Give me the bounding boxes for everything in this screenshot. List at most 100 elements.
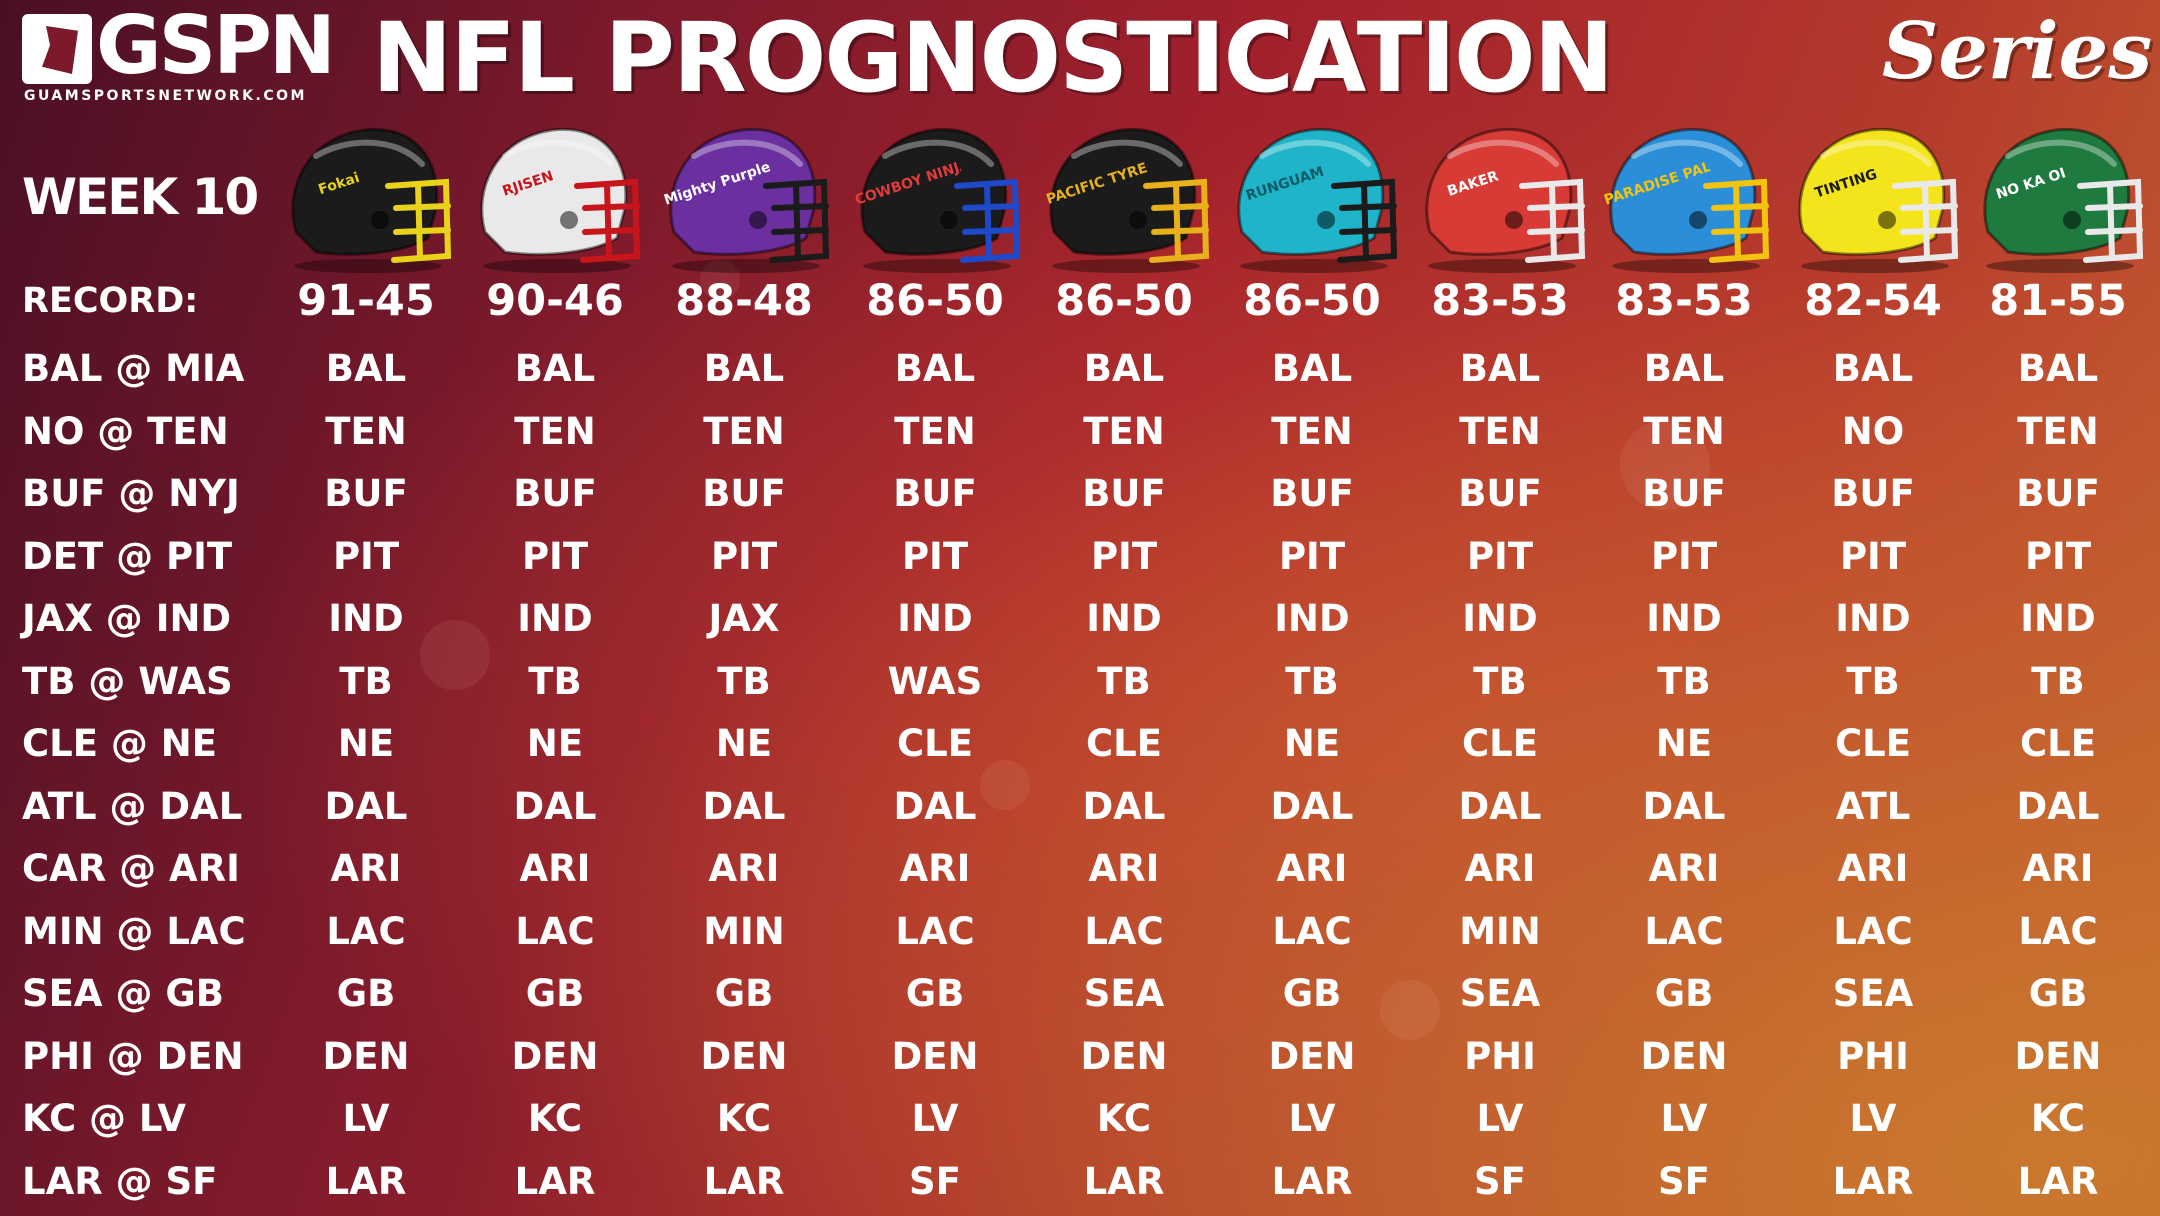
pick-cell: PIT [901,535,969,578]
pick-cell: LAC [895,910,975,953]
logo-text: GSPN [96,0,336,92]
guam-map-icon [22,14,92,84]
pick-cell: BUF [1831,472,1915,515]
matchup-label: CLE @ NE [22,722,218,765]
pick-cell: BAL [894,347,976,390]
pick-cell: TB [339,660,393,703]
pick-cell: BAL [514,347,596,390]
pick-cell: ARI [899,847,971,890]
pick-cell: KC [2030,1097,2086,1140]
pick-cell: PIT [521,535,589,578]
team-helmet-icon [1034,120,1214,276]
team-helmet-icon [1594,120,1774,276]
record-row: RECORD: 91-45 90-46 88-48 86-50 86-50 86-50 83-… [0,270,2160,332]
team-helmet-icon [1222,120,1402,276]
pick-cell: WAS [887,660,983,703]
matchup-label: CAR @ ARI [22,847,240,890]
week-label: WEEK 10 [22,168,259,226]
pick-cell: LAC [326,910,406,953]
pick-cell: BUF [324,472,408,515]
pick-cell: GB [2028,972,2088,1015]
pick-cell: IND [328,597,404,640]
header: GSPN GUAMSPORTSNETWORK.COM NFL PROGNOSTI… [0,0,2160,118]
game-row: NO @ TEN TEN TEN TEN TEN TEN TEN TEN TEN NO TEN [0,401,2160,463]
record-label: RECORD: [22,281,199,321]
pick-cell: PIT [1839,535,1907,578]
pick-cell: IND [1462,597,1538,640]
pick-cell: DAL [324,785,408,828]
pick-cell: SEA [1459,972,1541,1015]
pick-cell: PIT [2024,535,2092,578]
pick-cell: IND [1086,597,1162,640]
pick-cell: BUF [513,472,597,515]
page-title: NFL PROGNOSTICATION [372,2,1614,114]
pick-cell: ARI [1088,847,1160,890]
pick-cell: ATL [1835,785,1911,828]
pick-cell: NO [1841,410,1905,453]
pick-cell: DAL [1458,785,1542,828]
pick-cell: GB [1282,972,1342,1015]
pick-cell: TB [717,660,771,703]
pick-cell: NE [526,722,584,765]
pick-cell: IND [517,597,593,640]
pick-cell: BUF [1642,472,1726,515]
pick-cell: IND [1835,597,1911,640]
pick-cell: GB [525,972,585,1015]
pick-cell: LAC [2018,910,2098,953]
pick-cell: MIN [703,910,785,953]
game-row: DET @ PIT PIT PIT PIT PIT PIT PIT PIT PIT PIT PIT [0,526,2160,588]
record-value: 82-54 [1804,276,1942,326]
pick-cell: DEN [1080,1035,1168,1078]
pick-cell: LAC [515,910,595,953]
pick-cell: NE [1283,722,1341,765]
pick-cell: DAL [1082,785,1166,828]
pick-cell: DEN [322,1035,410,1078]
pick-cell: PIT [1650,535,1718,578]
pick-cell: TEN [514,410,596,453]
game-row: BUF @ NYJ BUF BUF BUF BUF BUF BUF BUF BUF BUF BUF [0,463,2160,525]
pick-cell: ARI [1837,847,1909,890]
pick-cell: BUF [1082,472,1166,515]
pick-cell: BAL [1083,347,1165,390]
pick-cell: BAL [1271,347,1353,390]
matchup-label: LAR @ SF [22,1160,218,1203]
pick-cell: DAL [1270,785,1354,828]
pick-cell: BAL [1643,347,1725,390]
pick-cell: DAL [1642,785,1726,828]
game-row: JAX @ IND IND IND JAX IND IND IND IND IND IND IND [0,588,2160,650]
pick-cell: SEA [1832,972,1914,1015]
pick-cell: TEN [1459,410,1541,453]
pick-cell: PIT [332,535,400,578]
game-row: LAR @ SF LAR LAR LAR SF LAR LAR SF SF LAR LAR [0,1151,2160,1213]
pick-cell: JAX [708,597,780,640]
pick-cell: BAL [325,347,407,390]
pick-cell: BAL [703,347,785,390]
record-value: 88-48 [675,276,813,326]
pick-cell: TB [1097,660,1151,703]
matchup-label: KC @ LV [22,1097,187,1140]
pick-cell: LAC [1272,910,1352,953]
team-helmet-icon [276,120,456,276]
pick-cell: MIN [1459,910,1541,953]
pick-cell: TEN [1643,410,1725,453]
matchup-label: PHI @ DEN [22,1035,244,1078]
pick-cell: TB [1846,660,1900,703]
pick-cell: ARI [1648,847,1720,890]
pick-cell: GB [905,972,965,1015]
record-value: 83-53 [1615,276,1753,326]
pick-cell: LAR [1271,1160,1353,1203]
pick-cell: LV [342,1097,390,1140]
pick-cell: IND [897,597,973,640]
team-helmet-icon [1783,120,1963,276]
pick-cell: BUF [702,472,786,515]
pick-cell: PIT [1090,535,1158,578]
pick-cell: LAC [1084,910,1164,953]
game-row: CLE @ NE NE NE NE CLE CLE NE CLE NE CLE CLE [0,713,2160,775]
pick-cell: TB [1657,660,1711,703]
pick-cell: ARI [2022,847,2094,890]
pick-cell: KC [1096,1097,1152,1140]
game-row: SEA @ GB GB GB GB GB SEA GB SEA GB SEA GB [0,963,2160,1025]
pick-cell: BUF [1458,472,1542,515]
pick-cell: LAR [1083,1160,1165,1203]
game-row: CAR @ ARI ARI ARI ARI ARI ARI ARI ARI ARI ARI ARI [0,838,2160,900]
